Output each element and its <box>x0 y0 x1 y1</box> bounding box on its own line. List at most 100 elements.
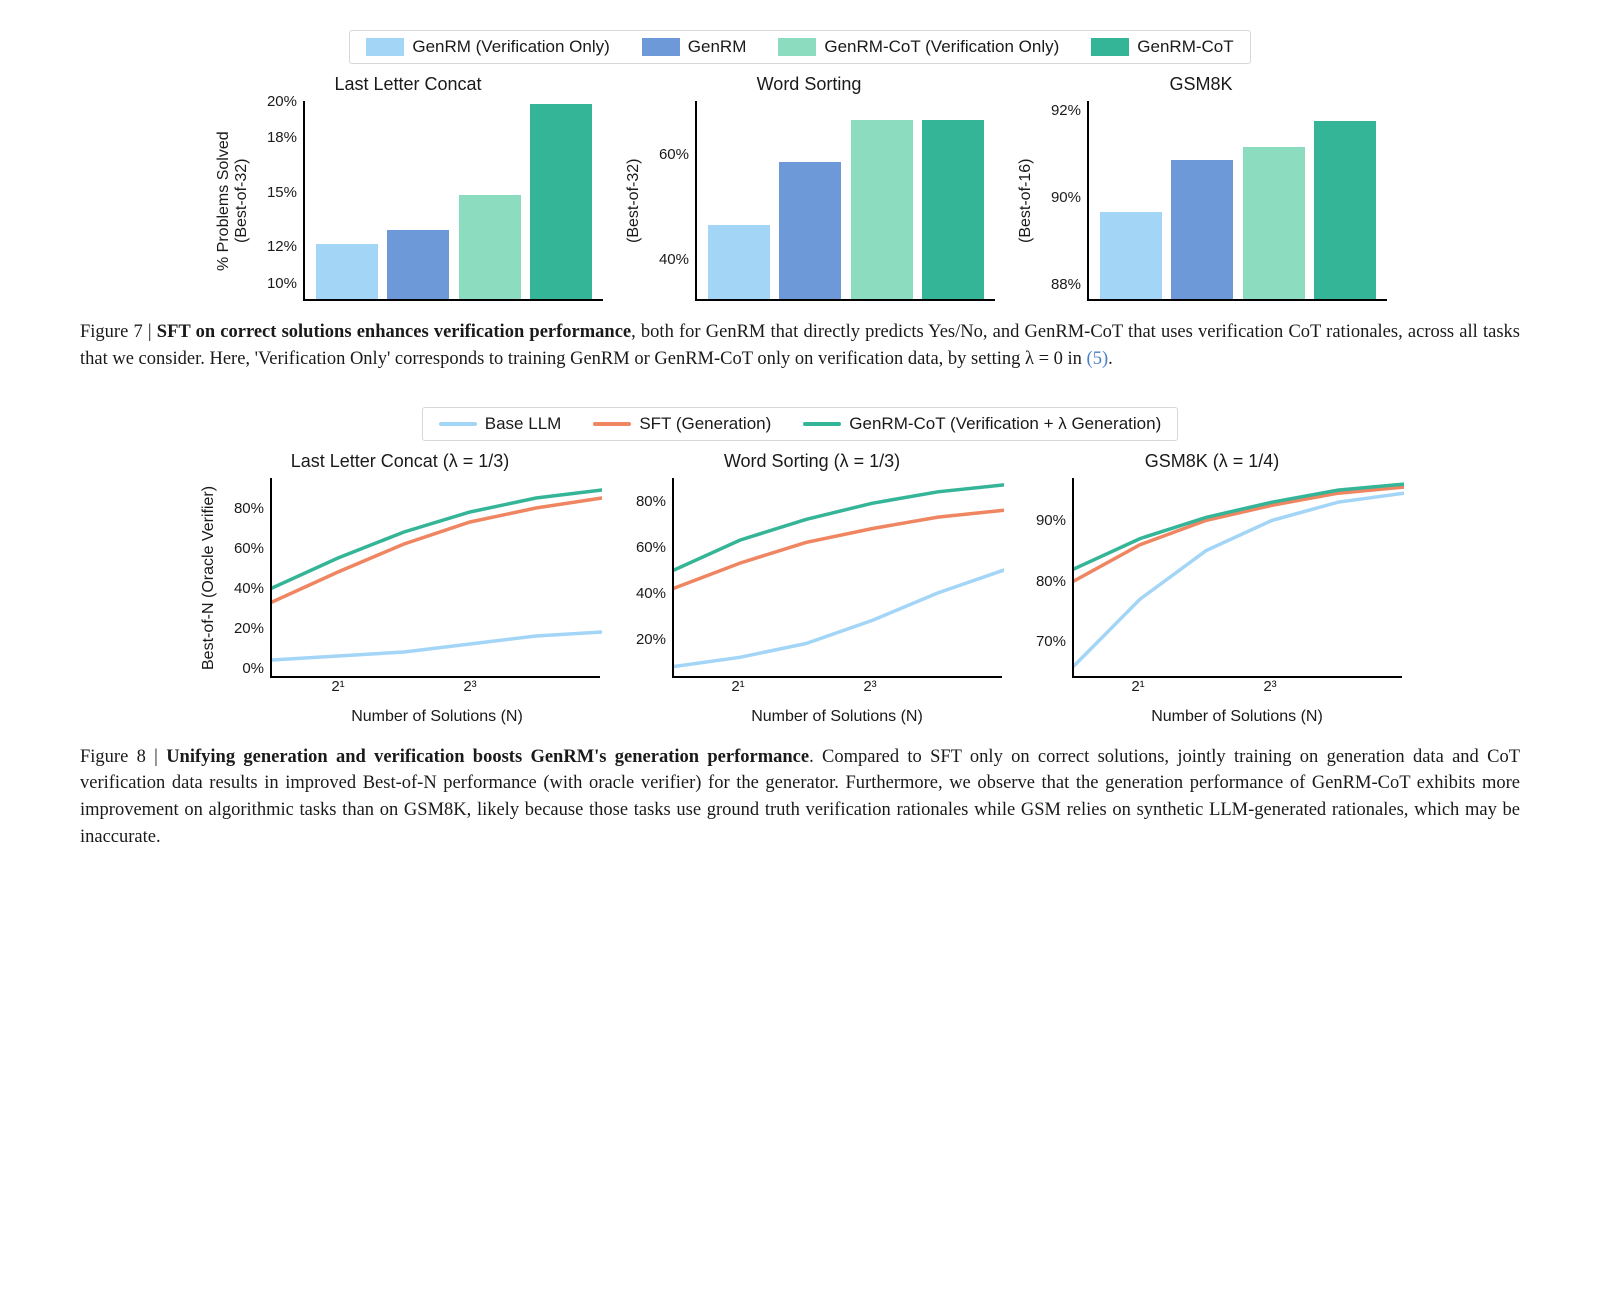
caption-ref: (5) <box>1087 349 1109 369</box>
legend-label: GenRM-CoT (Verification Only) <box>824 37 1059 57</box>
fig7-charts-row: Last Letter Concat% Problems Solved (Bes… <box>60 74 1540 301</box>
y-tick-label: 80% <box>1036 573 1066 590</box>
bar <box>1314 121 1376 299</box>
x-tick-label: 2¹ <box>331 678 344 695</box>
y-tick-label: 60% <box>659 146 689 163</box>
fig8-charts-row: Last Letter Concat (λ = 1/3) Best-of-N (O… <box>60 451 1540 726</box>
bar-chart: GSM8K (Best-of-16) 92% 90% 88% <box>1015 74 1387 301</box>
y-tick-label: 12% <box>267 238 297 255</box>
legend-item: GenRM (Verification Only) <box>366 37 609 57</box>
x-ticks: 2¹ 2³ <box>272 678 602 700</box>
x-axis-label: Number of Solutions (N) <box>272 708 602 726</box>
chart-title: GSM8K (λ = 1/4) <box>1022 451 1402 472</box>
x-tick-label: 2¹ <box>1131 678 1144 695</box>
series-line <box>1074 484 1404 569</box>
fig7-caption: Figure 7 | SFT on correct solutions enha… <box>80 319 1520 373</box>
bar <box>316 244 378 299</box>
y-ticks: 80% 60% 40% 20% <box>622 478 672 678</box>
fig8-legend: Base LLMSFT (Generation)GenRM-CoT (Verif… <box>422 407 1178 441</box>
legend-swatch <box>642 38 680 56</box>
legend-label: GenRM <box>688 37 747 57</box>
legend-swatch <box>803 422 841 426</box>
series-line <box>1074 493 1404 666</box>
series-line <box>674 485 1004 570</box>
bar <box>708 225 770 299</box>
y-tick-label: 15% <box>267 184 297 201</box>
fig7-legend: GenRM (Verification Only) GenRM GenRM-CoT … <box>349 30 1250 64</box>
legend-label: SFT (Generation) <box>639 414 771 434</box>
legend-label: GenRM-CoT <box>1137 37 1233 57</box>
legend-label: GenRM (Verification Only) <box>412 37 609 57</box>
y-tick-label: 40% <box>234 580 264 597</box>
y-tick-label: 20% <box>267 93 297 110</box>
chart-title: Word Sorting <box>623 74 995 95</box>
legend-item: SFT (Generation) <box>593 414 771 434</box>
y-tick-label: 18% <box>267 129 297 146</box>
y-tick-label: 10% <box>267 275 297 292</box>
legend-item: GenRM-CoT (Verification Only) <box>778 37 1059 57</box>
y-tick-label: 20% <box>636 631 666 648</box>
caption-label: Figure 8 | <box>80 747 166 767</box>
y-ticks: 80%60%40%20%0% <box>220 478 270 678</box>
y-tick-label: 80% <box>636 493 666 510</box>
bar <box>779 162 841 299</box>
legend-item: GenRM-CoT <box>1091 37 1233 57</box>
bar <box>459 195 521 299</box>
x-tick-label: 2¹ <box>731 678 744 695</box>
y-ticks: 90%80%70% <box>1022 478 1072 678</box>
caption-bold: Unifying generation and verification boo… <box>166 747 809 767</box>
y-axis-label: (Best-of-16) <box>1015 101 1037 301</box>
caption-end: . <box>1108 349 1113 369</box>
line-svg <box>674 478 1004 678</box>
legend-swatch <box>1091 38 1129 56</box>
x-ticks: 2¹ 2³ <box>672 678 1002 700</box>
chart-title: GSM8K <box>1015 74 1387 95</box>
plot-area <box>1087 101 1387 301</box>
legend-item: Base LLM <box>439 414 562 434</box>
x-tick-label: 2³ <box>463 678 476 695</box>
y-ticks: 92% 90% 88% <box>1037 101 1087 301</box>
bar <box>387 230 449 299</box>
chart-title: Last Letter Concat (λ = 1/3) <box>198 451 602 472</box>
figure-7: GenRM (Verification Only) GenRM GenRM-CoT … <box>60 30 1540 373</box>
x-ticks: 2¹2³ <box>1072 678 1402 700</box>
bar <box>1171 160 1233 299</box>
y-tick-label: 40% <box>636 585 666 602</box>
caption-bold: SFT on correct solutions enhances verifi… <box>157 322 631 342</box>
bar <box>922 120 984 299</box>
series-line <box>272 498 602 602</box>
y-axis-label: (Best-of-32) <box>623 101 645 301</box>
plot-area <box>1072 478 1402 678</box>
y-tick-label: 20% <box>234 620 264 637</box>
bar-chart: Last Letter Concat% Problems Solved (Bes… <box>213 74 603 301</box>
y-tick-label: 80% <box>234 500 264 517</box>
plot-area <box>270 478 600 678</box>
y-tick-label: 90% <box>1051 189 1081 206</box>
y-tick-label: 88% <box>1051 276 1081 293</box>
legend-item: GenRM <box>642 37 747 57</box>
line-chart: Word Sorting (λ = 1/3)80%60%40%20%2¹2³Nu… <box>622 451 1002 726</box>
caption-label: Figure 7 | <box>80 322 157 342</box>
y-ticks: 20%18%15%12%10% <box>253 101 303 301</box>
bar <box>851 120 913 299</box>
y-tick-label: 92% <box>1051 102 1081 119</box>
x-axis-label: Number of Solutions (N) <box>1072 708 1402 726</box>
legend-swatch <box>366 38 404 56</box>
y-tick-label: 0% <box>242 660 264 677</box>
line-svg <box>272 478 602 678</box>
legend-swatch <box>593 422 631 426</box>
bar <box>1100 212 1162 299</box>
y-tick-label: 60% <box>636 539 666 556</box>
figure-8: Base LLMSFT (Generation)GenRM-CoT (Verif… <box>60 407 1540 851</box>
bar <box>1243 147 1305 299</box>
y-ticks: 60% 40% <box>645 101 695 301</box>
y-tick-label: 90% <box>1036 512 1066 529</box>
y-tick-label: 40% <box>659 251 689 268</box>
bar <box>530 104 592 299</box>
x-tick-label: 2³ <box>863 678 876 695</box>
y-axis-label: Best-of-N (Oracle Verifier) <box>198 478 220 678</box>
series-line <box>272 632 602 660</box>
plot-area <box>695 101 995 301</box>
series-line <box>674 570 1004 667</box>
legend-swatch <box>778 38 816 56</box>
